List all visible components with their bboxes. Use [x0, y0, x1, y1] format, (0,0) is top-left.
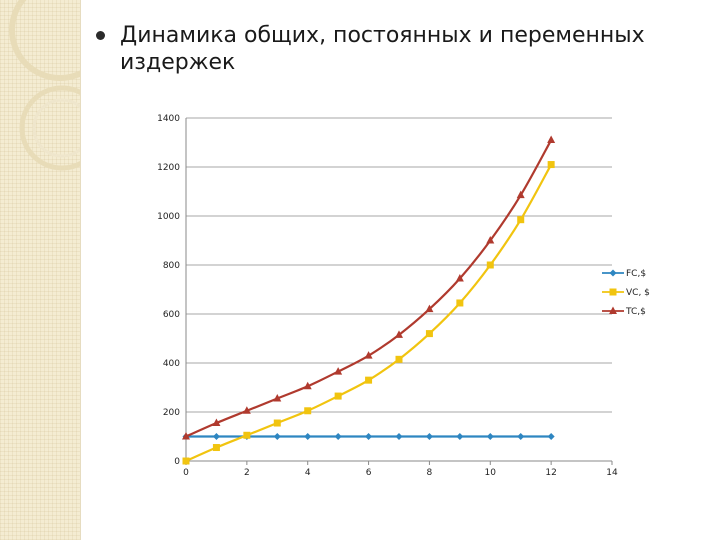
- chart-axes: [185, 118, 612, 462]
- data-point-fc: [212, 433, 220, 440]
- y-tick-label: 1400: [157, 114, 180, 124]
- series-line-vc: [185, 164, 553, 463]
- data-point-tc: [364, 351, 373, 359]
- data-point-tc: [547, 135, 556, 144]
- y-tick-label: 200: [163, 408, 180, 418]
- data-point-tc: [455, 273, 464, 282]
- series-tc: [182, 135, 556, 440]
- decorative-side-strip: [0, 0, 81, 540]
- x-tick-label: 6: [366, 468, 372, 478]
- data-point-tc: [182, 432, 190, 440]
- x-tick-label: 0: [183, 468, 189, 478]
- slide-title-text: Динамика общих, постоянных и переменных …: [120, 23, 645, 75]
- data-point-vc: [334, 392, 342, 400]
- chart-series: [182, 135, 556, 465]
- x-axis-ticks: 0 2 4 6 8 10 12 14: [183, 461, 618, 478]
- data-point-fc: [425, 433, 433, 440]
- data-point-tc: [212, 418, 221, 427]
- data-point-vc: [547, 161, 555, 169]
- decorative-circles: [9, 0, 80, 171]
- data-point-vc: [517, 216, 525, 224]
- x-tick-label: 2: [244, 468, 250, 478]
- legend-marker-fc: [609, 269, 617, 277]
- data-point-vc: [212, 444, 220, 452]
- legend-marker-tc: [609, 306, 617, 314]
- data-point-fc: [547, 433, 555, 440]
- series-line-tc: [185, 139, 553, 438]
- y-tick-label: 1000: [157, 212, 180, 222]
- y-tick-label: 0: [174, 457, 180, 467]
- legend-entry-tc: TC,$: [602, 306, 646, 317]
- data-point-vc: [273, 419, 281, 427]
- data-point-tc: [516, 190, 525, 199]
- legend-marker-vc: [609, 288, 617, 296]
- legend-label-fc: FC,$: [626, 269, 646, 279]
- data-point-tc: [242, 406, 251, 414]
- y-axis-ticks: 0 200 400 600 800 1000 1200 1400: [157, 114, 180, 467]
- slide-title: Динамика общих, постоянных и переменных …: [96, 22, 696, 76]
- y-tick-label: 1200: [157, 163, 180, 173]
- y-tick-label: 600: [163, 310, 180, 320]
- data-point-tc: [273, 394, 282, 402]
- x-tick-label: 12: [545, 468, 556, 478]
- data-point-vc: [182, 457, 190, 465]
- chart-gridlines: [186, 117, 612, 462]
- data-point-fc: [486, 433, 494, 440]
- legend-entry-fc: FC,$: [602, 269, 646, 279]
- data-point-fc: [456, 433, 464, 440]
- data-point-vc: [304, 407, 312, 415]
- data-point-tc: [425, 304, 434, 313]
- legend-label-vc: VC, $: [626, 288, 650, 298]
- data-point-fc: [304, 433, 312, 440]
- data-point-fc: [517, 433, 525, 440]
- bullet-icon: [96, 31, 105, 40]
- data-point-vc: [395, 355, 403, 363]
- data-point-vc: [365, 376, 373, 384]
- legend-label-tc: TC,$: [625, 307, 646, 317]
- data-point-tc: [395, 330, 403, 338]
- data-point-tc: [486, 236, 495, 244]
- x-tick-label: 8: [427, 468, 433, 478]
- y-tick-label: 800: [163, 261, 180, 271]
- data-point-vc: [243, 431, 251, 439]
- x-tick-label: 10: [485, 468, 497, 478]
- legend-entry-vc: VC, $: [602, 288, 650, 298]
- chart-legend: FC,$ VC, $ TC,$: [602, 269, 650, 317]
- data-point-tc: [334, 367, 343, 375]
- data-point-fc: [273, 433, 281, 440]
- data-point-vc: [456, 299, 464, 307]
- data-point-fc: [334, 433, 342, 440]
- data-point-fc: [365, 433, 373, 440]
- y-tick-label: 400: [163, 359, 180, 369]
- data-point-fc: [395, 433, 403, 440]
- series-vc: [182, 161, 555, 465]
- data-point-vc: [486, 261, 494, 269]
- x-tick-label: 14: [606, 468, 618, 478]
- x-tick-label: 4: [305, 468, 311, 478]
- data-point-tc: [303, 381, 312, 390]
- data-point-vc: [425, 330, 433, 338]
